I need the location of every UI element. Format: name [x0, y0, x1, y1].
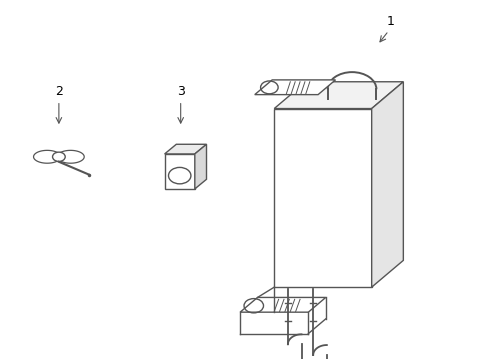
Text: 2: 2 — [55, 85, 63, 98]
Polygon shape — [195, 144, 206, 189]
Polygon shape — [372, 82, 403, 287]
Polygon shape — [255, 80, 336, 95]
Polygon shape — [165, 144, 206, 154]
Circle shape — [52, 152, 65, 161]
Polygon shape — [274, 82, 403, 109]
Text: 1: 1 — [386, 15, 394, 28]
Polygon shape — [33, 150, 61, 163]
Polygon shape — [57, 150, 84, 163]
Text: 3: 3 — [177, 85, 185, 98]
Polygon shape — [165, 154, 195, 189]
Polygon shape — [240, 297, 326, 312]
Polygon shape — [274, 109, 372, 287]
